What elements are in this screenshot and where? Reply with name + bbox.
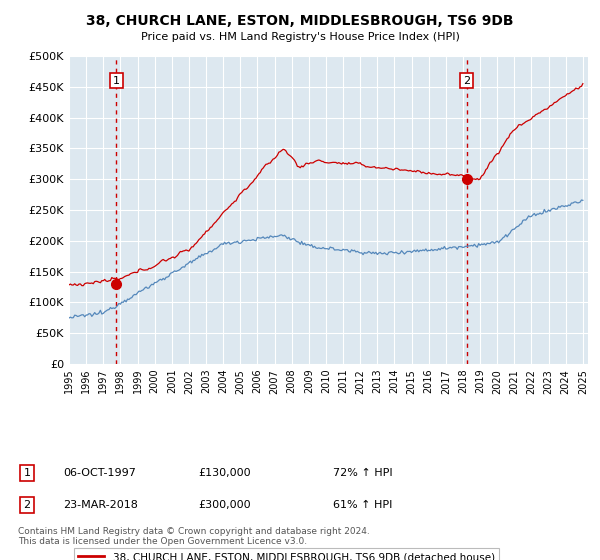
Text: 2: 2 (23, 500, 31, 510)
Text: 38, CHURCH LANE, ESTON, MIDDLESBROUGH, TS6 9DB: 38, CHURCH LANE, ESTON, MIDDLESBROUGH, T… (86, 14, 514, 28)
Text: 1: 1 (23, 468, 31, 478)
Text: 23-MAR-2018: 23-MAR-2018 (63, 500, 138, 510)
Text: 61% ↑ HPI: 61% ↑ HPI (333, 500, 392, 510)
Text: £130,000: £130,000 (198, 468, 251, 478)
Text: Contains HM Land Registry data © Crown copyright and database right 2024.
This d: Contains HM Land Registry data © Crown c… (18, 526, 370, 546)
Text: Price paid vs. HM Land Registry's House Price Index (HPI): Price paid vs. HM Land Registry's House … (140, 32, 460, 43)
Text: 72% ↑ HPI: 72% ↑ HPI (333, 468, 392, 478)
Text: 1: 1 (113, 76, 120, 86)
Text: 06-OCT-1997: 06-OCT-1997 (63, 468, 136, 478)
Legend: 38, CHURCH LANE, ESTON, MIDDLESBROUGH, TS6 9DB (detached house), HPI: Average pr: 38, CHURCH LANE, ESTON, MIDDLESBROUGH, T… (74, 548, 499, 560)
Text: 2: 2 (463, 76, 470, 86)
Text: £300,000: £300,000 (198, 500, 251, 510)
